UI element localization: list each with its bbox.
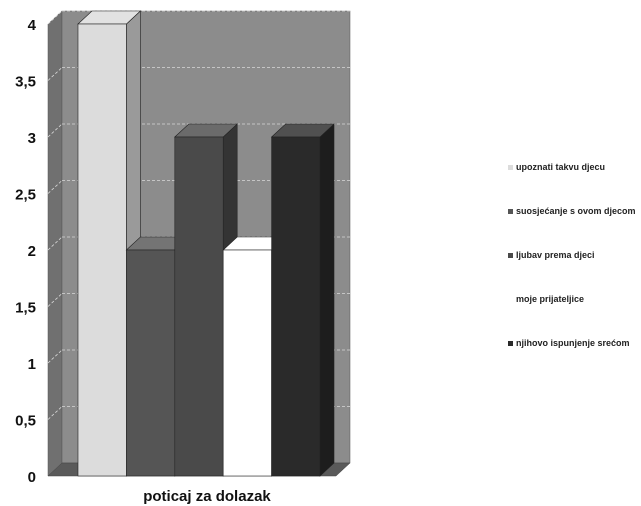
bar-front <box>271 136 321 477</box>
legend-item: ljubav prema djeci <box>508 248 641 263</box>
gridline-side <box>47 67 63 81</box>
y-tick-label: 3 <box>28 130 36 147</box>
side-wall <box>47 10 63 477</box>
bar-front <box>126 249 176 477</box>
y-tick-label: 1 <box>28 356 36 373</box>
y-tick-label: 0 <box>28 469 36 486</box>
bar-front <box>174 136 224 477</box>
y-tick-label: 4 <box>28 17 37 34</box>
gridline-side <box>47 10 63 25</box>
legend-swatch <box>508 297 513 302</box>
legend-label: suosjećanje s ovom djecom <box>516 206 636 216</box>
gridline-side <box>47 349 63 364</box>
bar-side <box>319 123 335 477</box>
legend: upoznati takvu djecu suosjećanje s ovom d… <box>508 160 641 380</box>
gridline-side <box>47 180 63 194</box>
legend-label: ljubav prema djeci <box>516 250 595 260</box>
y-tick-label: 1,5 <box>15 300 36 317</box>
gridline-side <box>47 293 63 307</box>
legend-label: njihovo ispunjenje srećom <box>516 338 630 348</box>
bar-front <box>222 249 272 477</box>
gridline-side <box>47 123 63 138</box>
gridline-side <box>47 236 63 251</box>
legend-swatch <box>508 209 513 214</box>
y-tick-label: 3,5 <box>15 74 36 91</box>
bar <box>77 10 142 477</box>
legend-label: moje prijateljice <box>516 294 585 304</box>
legend-swatch <box>508 165 513 170</box>
y-axis-ticks: 0 0,5 1 1,5 2 2,5 3 3,5 4 <box>15 17 37 486</box>
legend-label: upoznati takvu djecu <box>516 162 606 172</box>
x-axis-label: poticaj za dolazak <box>143 488 271 505</box>
bar-front <box>77 23 127 477</box>
legend-swatch <box>508 253 513 258</box>
y-tick-label: 0,5 <box>15 413 36 430</box>
y-tick-label: 2 <box>28 243 36 260</box>
bar <box>270 123 335 477</box>
y-tick-label: 2,5 <box>15 187 36 204</box>
legend-item: moje prijateljice <box>508 292 641 307</box>
gridline-side <box>47 406 63 420</box>
legend-swatch <box>508 341 513 346</box>
legend-item: suosjećanje s ovom djecom <box>508 204 641 219</box>
legend-item: upoznati takvu djecu <box>508 160 641 175</box>
bars <box>77 10 335 477</box>
legend-item: njihovo ispunjenje srećom <box>508 336 641 351</box>
